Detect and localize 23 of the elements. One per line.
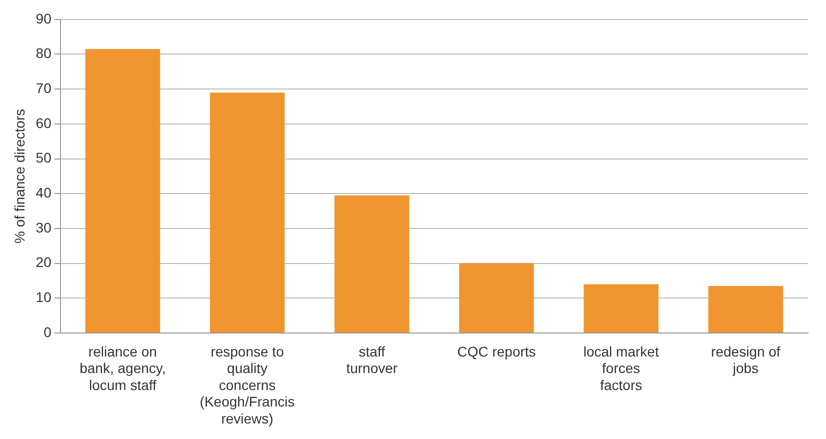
bar [210, 92, 285, 332]
y-tick-label: 70 [36, 80, 52, 96]
bar [584, 284, 658, 332]
y-tick-label: 50 [36, 150, 52, 166]
x-tick-label: redesign of jobs [711, 343, 780, 376]
bar [334, 195, 410, 332]
x-tick-label: reliance on bank, agency, locum staff [80, 343, 166, 393]
bar [85, 49, 160, 332]
x-tick-label: response to quality concerns (Keogh/Francis reviews) [200, 343, 295, 426]
y-tick-label: 80 [36, 45, 52, 62]
bar [708, 286, 784, 332]
y-tick-label: 0 [44, 324, 52, 340]
x-tick-label: local market forces factors [583, 343, 659, 393]
y-tick-label: 60 [36, 114, 52, 131]
y-tick-label: 90 [36, 10, 52, 26]
y-tick-label: 10 [36, 289, 52, 306]
x-tick-label: CQC reports [457, 343, 536, 360]
y-tick-label: 30 [36, 219, 52, 236]
y-axis-title: % of finance directors [11, 108, 28, 244]
bar [459, 263, 534, 332]
y-tick-label: 20 [36, 254, 52, 270]
x-tick-label: staff turnover [346, 343, 398, 376]
y-tick-label: 40 [36, 184, 52, 200]
